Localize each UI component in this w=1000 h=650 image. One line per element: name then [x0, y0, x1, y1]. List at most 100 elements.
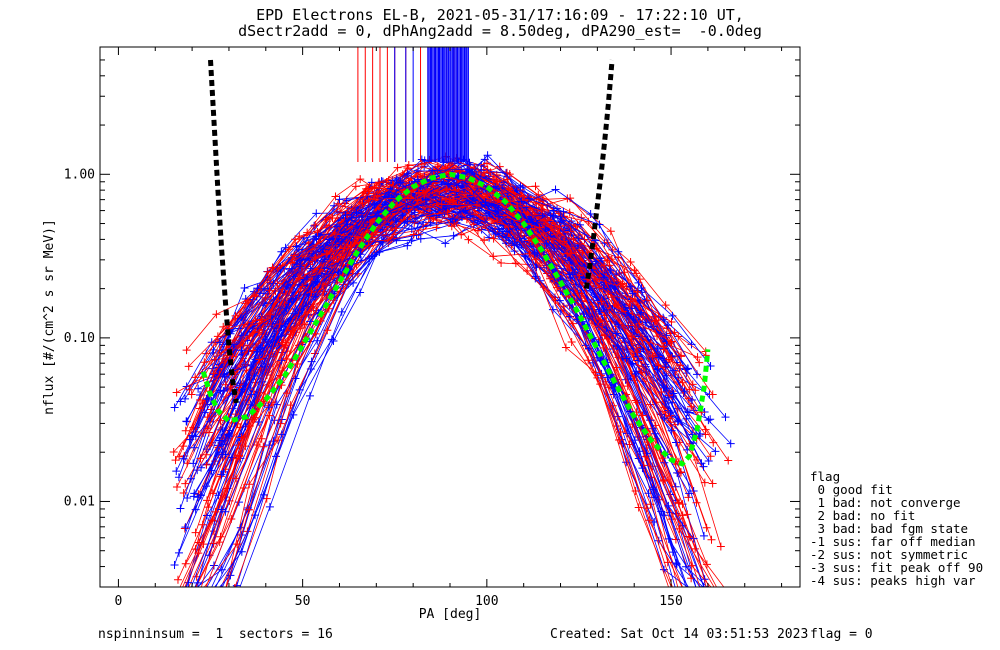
trace-point	[351, 182, 360, 191]
trace-point	[663, 321, 672, 330]
trace-point	[370, 250, 379, 259]
trace-point	[632, 348, 641, 357]
trace-point	[426, 203, 435, 212]
trace-point	[233, 540, 242, 549]
trace-point	[635, 319, 644, 328]
trace-point	[407, 236, 416, 245]
trace-point	[711, 447, 720, 456]
trace-point	[255, 328, 264, 337]
trace-point	[531, 272, 540, 281]
trace-point	[179, 442, 188, 451]
trace-point	[632, 269, 641, 278]
trace-point	[699, 462, 708, 471]
trace-point	[667, 337, 676, 346]
trace-point	[638, 464, 647, 473]
trace-point	[219, 596, 227, 604]
trace-point	[217, 505, 226, 514]
trace-point	[292, 242, 301, 251]
trace-point	[198, 520, 207, 529]
trace-point	[235, 451, 244, 460]
trace-point	[393, 163, 402, 172]
trace-point	[173, 575, 182, 584]
trace-point	[437, 200, 446, 209]
trace-point	[191, 505, 200, 514]
trace-point	[701, 425, 710, 434]
x-axis-label: PA [deg]	[419, 607, 482, 622]
trace-point	[181, 394, 190, 403]
trace-point	[693, 596, 701, 604]
trace-point	[219, 386, 228, 395]
trace-point	[503, 227, 512, 236]
trace-point	[337, 237, 346, 246]
trace-point	[311, 220, 320, 229]
trace-point	[687, 402, 696, 411]
trace-point	[344, 280, 353, 289]
trace-point	[702, 560, 711, 569]
trace-point	[184, 362, 193, 371]
trace-point	[692, 498, 701, 507]
y-tick-label: 0.01	[64, 494, 95, 509]
trace-point	[495, 211, 504, 220]
trace-point	[481, 198, 490, 207]
trace-point	[180, 524, 189, 533]
trace-point	[555, 296, 564, 305]
trace-point	[522, 203, 531, 212]
footer-spin-info: nspinninsum = 1 sectors = 16	[98, 627, 333, 642]
trace-point	[290, 251, 299, 260]
trace-point	[170, 403, 179, 412]
trace-point	[633, 398, 642, 407]
trace-point	[472, 200, 481, 209]
trace-point	[482, 211, 491, 220]
trace-point	[284, 245, 293, 254]
trace-point	[584, 356, 593, 365]
trace-point	[616, 428, 625, 437]
trace-point	[227, 514, 236, 523]
trace-point	[696, 596, 704, 604]
trace-point	[311, 329, 320, 338]
trace-point	[599, 273, 608, 282]
trace-point	[217, 596, 225, 604]
trace-point	[217, 565, 226, 574]
trace-point	[311, 253, 320, 262]
trace-point	[202, 596, 210, 604]
trace-point	[241, 442, 250, 451]
trace-point	[464, 235, 473, 244]
fit-curves	[200, 59, 711, 467]
trace-point	[337, 307, 346, 316]
trace-point	[247, 390, 256, 399]
trace-point	[356, 288, 365, 297]
legend-item: 1 bad: not converge	[810, 495, 961, 510]
trace-point	[721, 596, 729, 604]
trace-point	[277, 321, 286, 330]
trace-point	[614, 436, 623, 445]
trace-point	[175, 596, 183, 604]
trace-point	[659, 342, 668, 351]
trace-point	[177, 596, 185, 604]
trace-point	[637, 283, 646, 292]
trace-point	[706, 415, 715, 424]
trace-point	[531, 255, 540, 264]
trace-point	[343, 219, 352, 228]
trace-point	[678, 511, 687, 520]
trace-point	[667, 426, 676, 435]
trace-point	[307, 357, 316, 366]
trace-point	[691, 386, 700, 395]
trace-point	[230, 340, 239, 349]
trace-point	[201, 596, 209, 604]
trace-point	[194, 384, 203, 393]
trace-point	[603, 373, 612, 382]
trace-point	[181, 559, 190, 568]
trace-point	[552, 283, 561, 292]
trace-point	[576, 220, 585, 229]
trace-point	[191, 528, 200, 537]
trace-point	[614, 300, 623, 309]
fit-curve-black	[208, 59, 239, 404]
y-axis-label: nflux [#/(cm^2 s sr MeV)]	[42, 219, 57, 415]
trace-point	[409, 230, 418, 239]
trace-point	[696, 429, 705, 438]
trace-point	[414, 188, 423, 197]
trace-point	[711, 596, 719, 604]
trace-point	[704, 596, 712, 604]
trace-point	[705, 596, 713, 604]
